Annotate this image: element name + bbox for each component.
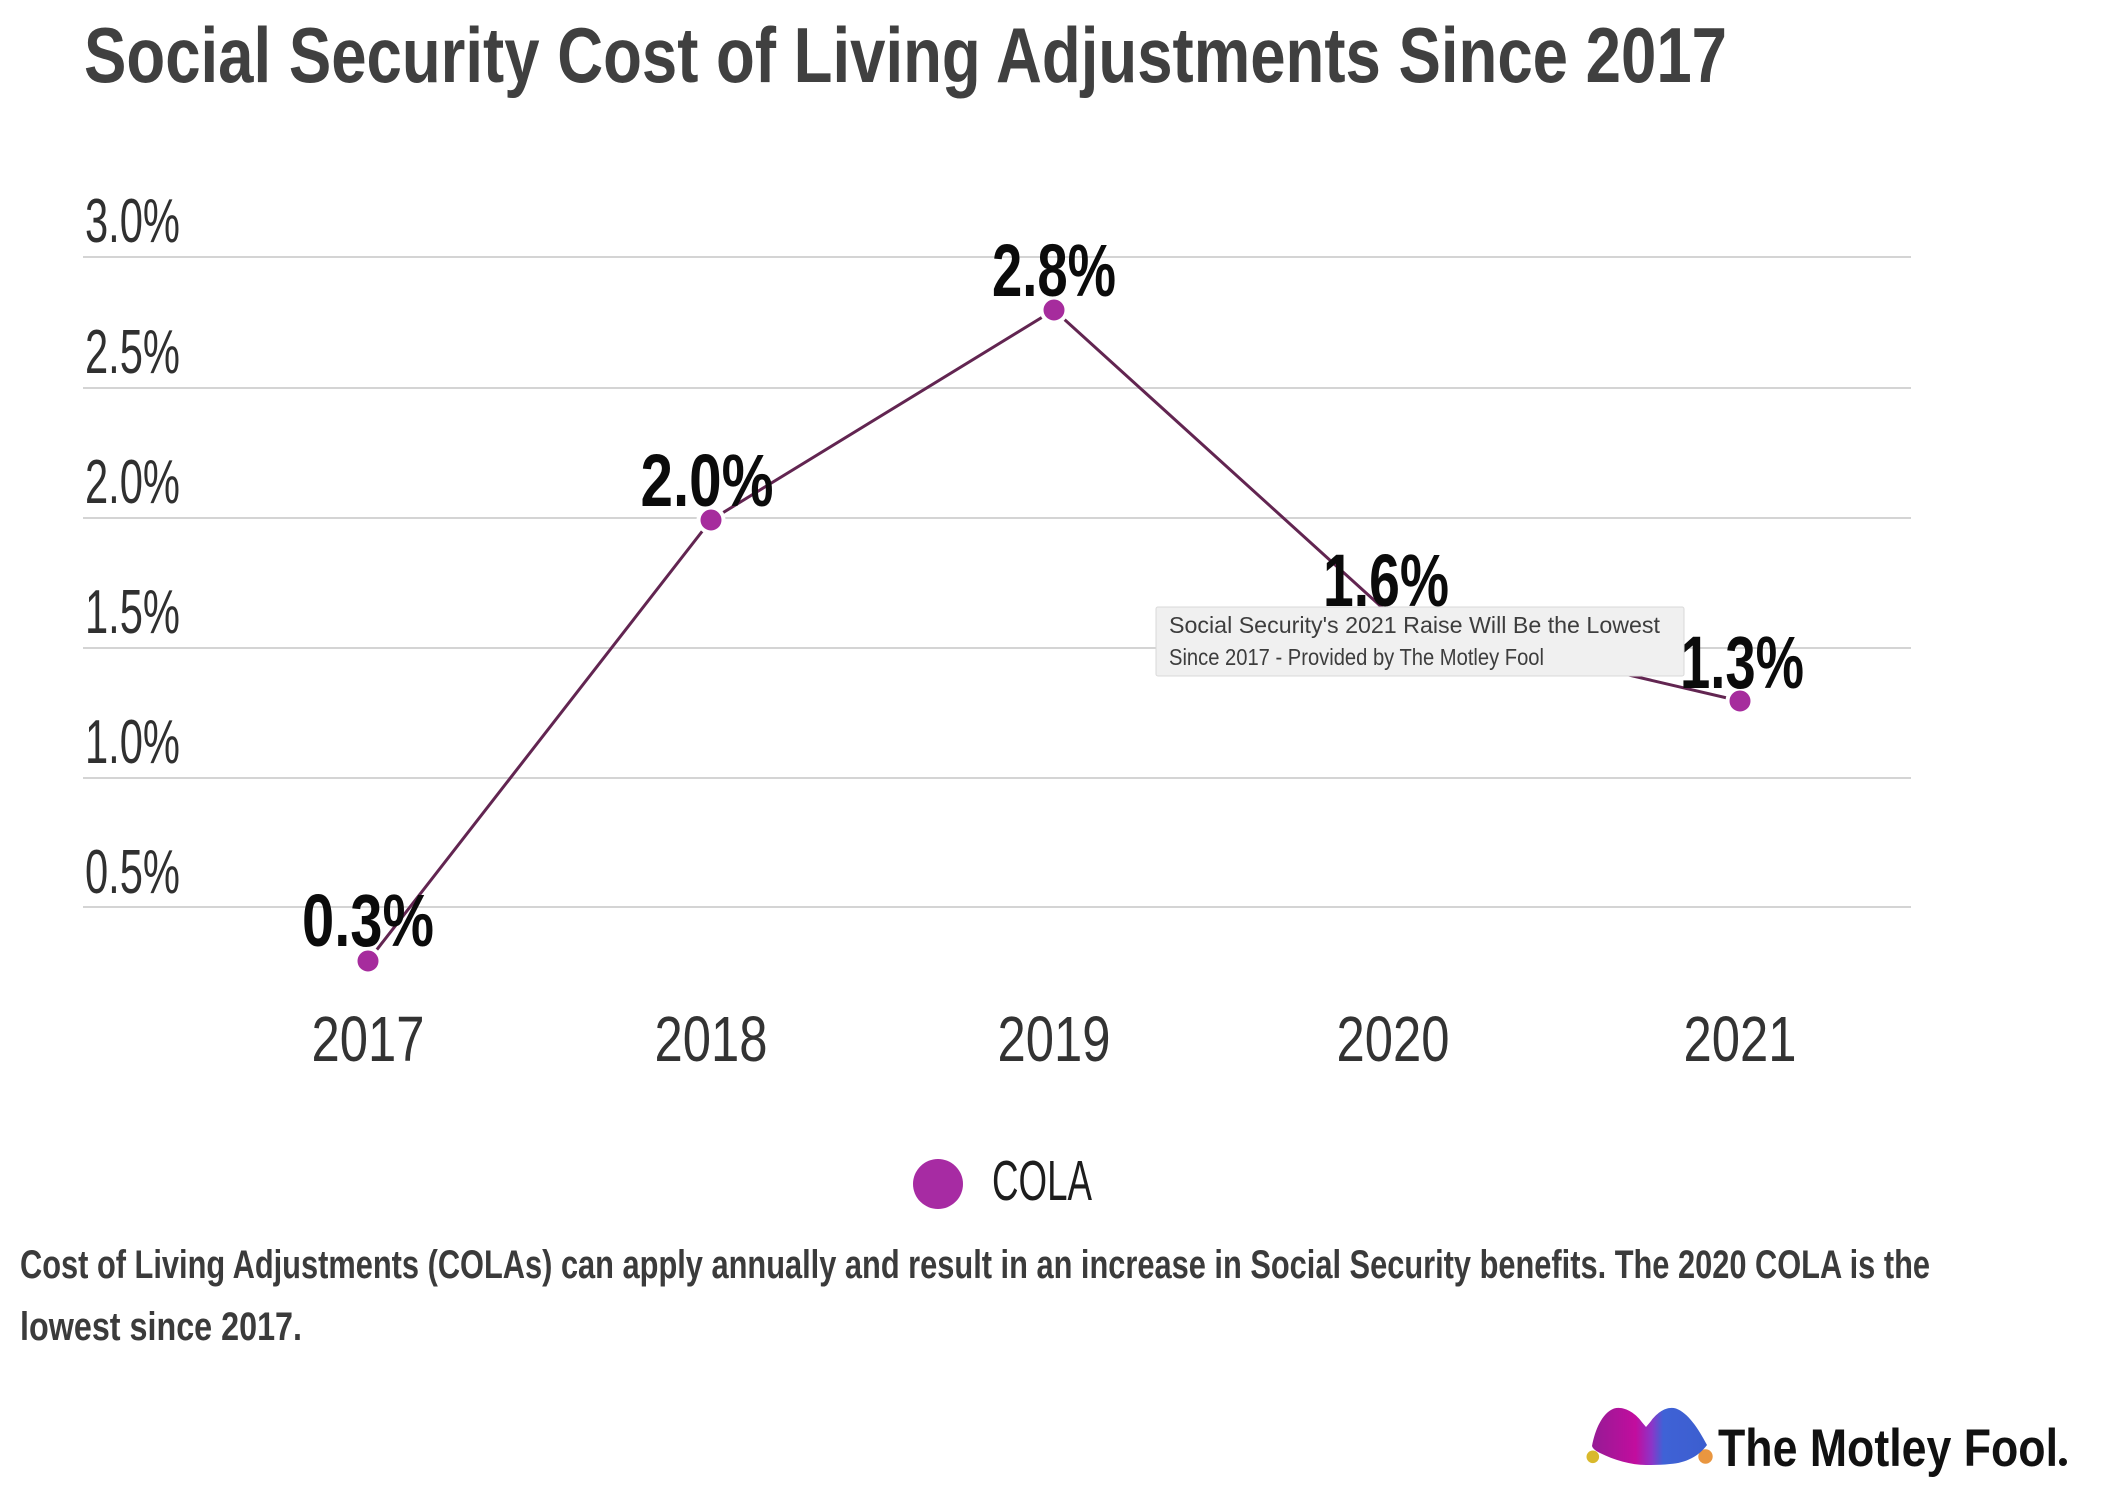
- svg-text:COLA: COLA: [992, 1149, 1092, 1213]
- svg-text:The Motley Fool: The Motley Fool: [1718, 1419, 2058, 1478]
- svg-text:1.5%: 1.5%: [85, 578, 180, 647]
- svg-text:2.8%: 2.8%: [992, 229, 1116, 312]
- svg-text:Social Security Cost of Living: Social Security Cost of Living Adjustmen…: [84, 11, 1727, 99]
- svg-text:2018: 2018: [655, 1003, 768, 1075]
- svg-text:2017: 2017: [312, 1003, 425, 1075]
- svg-text:2020: 2020: [1337, 1003, 1450, 1075]
- svg-text:2.0%: 2.0%: [85, 448, 180, 517]
- svg-text:Social Security's 2021 Raise W: Social Security's 2021 Raise Will Be the…: [1169, 612, 1661, 638]
- svg-text:Cost of Living Adjustments (CO: Cost of Living Adjustments (COLAs) can a…: [20, 1243, 1930, 1287]
- svg-text:2019: 2019: [998, 1003, 1111, 1075]
- svg-text:Since 2017 - Provided by The M: Since 2017 - Provided by The Motley Fool: [1169, 644, 1544, 670]
- svg-text:0.3%: 0.3%: [302, 879, 434, 962]
- svg-text:1.0%: 1.0%: [85, 708, 180, 777]
- svg-text:lowest since 2017.: lowest since 2017.: [20, 1305, 302, 1349]
- svg-text:3.0%: 3.0%: [85, 187, 180, 256]
- svg-text:2021: 2021: [1684, 1003, 1797, 1075]
- svg-text:1.3%: 1.3%: [1680, 621, 1804, 704]
- svg-text:2.0%: 2.0%: [641, 439, 774, 522]
- svg-text:2.5%: 2.5%: [85, 318, 180, 387]
- svg-text:0.5%: 0.5%: [85, 838, 180, 907]
